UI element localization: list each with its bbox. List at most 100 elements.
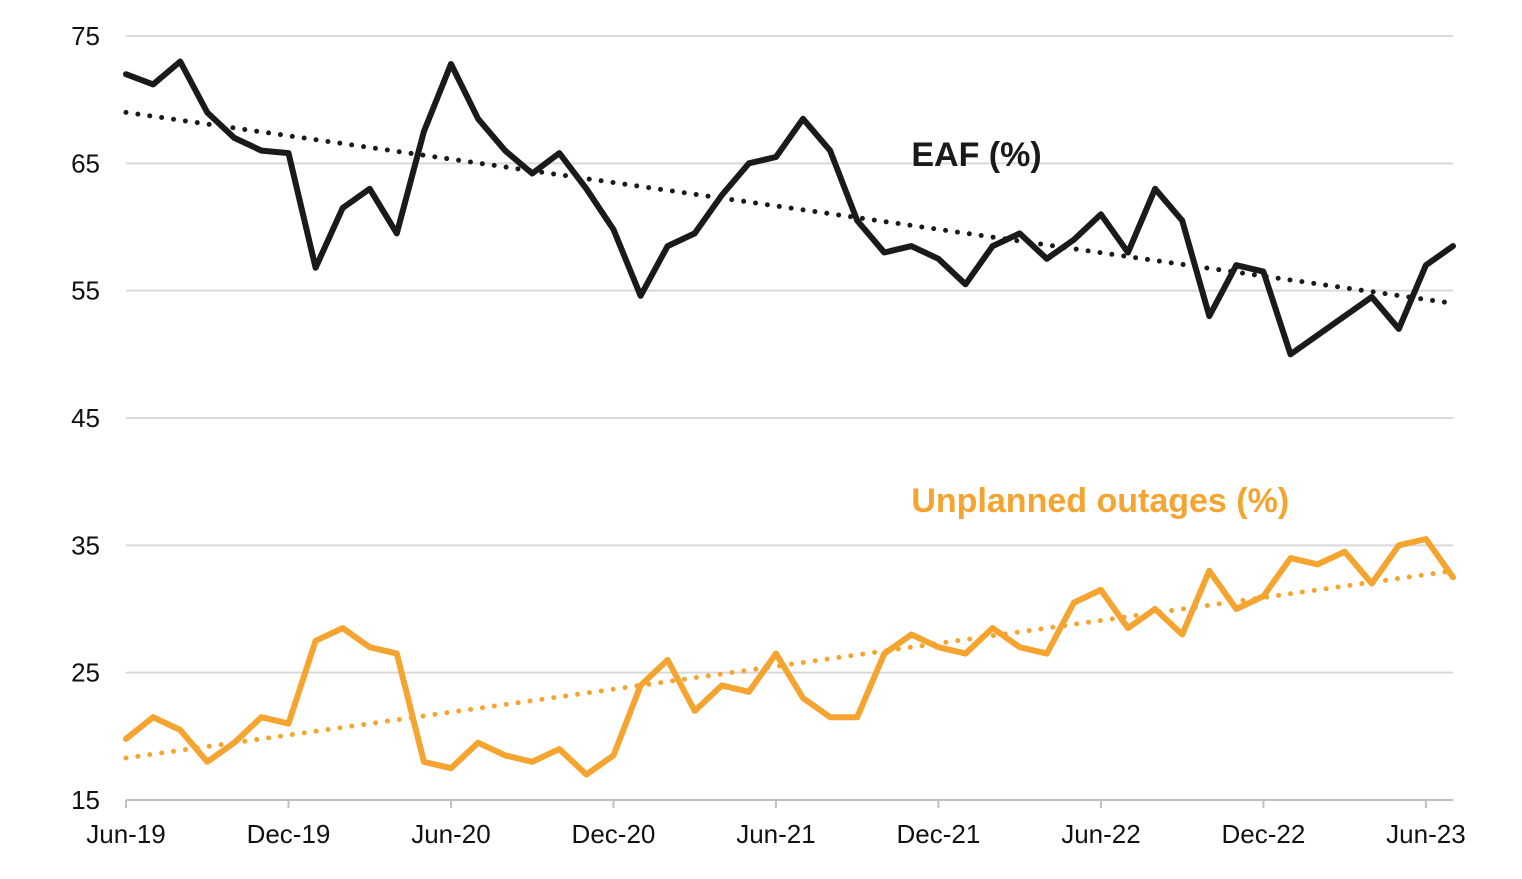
x-tick-label-Dec-22: Dec-22 xyxy=(1222,819,1306,849)
series-line-unplanned-outages-trend xyxy=(123,568,1456,761)
data-point-eaf xyxy=(231,135,237,141)
data-point-eaf xyxy=(1342,313,1348,319)
x-tick-label-Jun-22: Jun-22 xyxy=(1061,819,1141,849)
data-point-eaf xyxy=(854,218,860,224)
data-point-unplanned-outages xyxy=(665,657,671,663)
data-point-eaf xyxy=(1044,256,1050,262)
data-point-eaf xyxy=(1098,211,1104,217)
data-point-eaf xyxy=(258,148,265,154)
data-point-unplanned-outages xyxy=(150,714,156,720)
data-point-eaf xyxy=(935,256,942,262)
data-point-eaf xyxy=(1233,262,1239,268)
data-point-eaf xyxy=(1125,249,1131,256)
data-point-unplanned-outages xyxy=(962,650,969,657)
data-point-unplanned-outages xyxy=(285,721,292,727)
y-tick-label-55: 55 xyxy=(71,276,100,306)
data-point-unplanned-outages xyxy=(448,765,454,771)
y-tick-label-25: 25 xyxy=(71,658,100,688)
data-point-eaf xyxy=(800,116,806,122)
x-tick-label-Jun-20: Jun-20 xyxy=(411,819,491,849)
data-point-eaf xyxy=(990,243,996,249)
series-line-unplanned-outages xyxy=(123,536,1456,778)
data-point-eaf xyxy=(285,150,292,156)
data-point-unplanned-outages xyxy=(990,625,996,631)
data-point-eaf xyxy=(610,226,617,233)
data-point-eaf xyxy=(583,186,589,192)
data-point-eaf xyxy=(1179,218,1185,224)
data-point-eaf xyxy=(1369,294,1375,300)
data-point-eaf xyxy=(1152,186,1158,192)
x-tick-label-Jun-21: Jun-21 xyxy=(736,819,816,849)
data-point-eaf xyxy=(177,58,183,65)
data-point-unplanned-outages xyxy=(1206,568,1212,574)
data-point-eaf xyxy=(746,160,752,166)
data-point-eaf xyxy=(123,71,129,77)
y-tick-label-45: 45 xyxy=(71,403,100,433)
data-point-unplanned-outages xyxy=(421,759,427,765)
data-point-unplanned-outages xyxy=(1423,536,1429,542)
series-line-eaf xyxy=(123,58,1456,358)
data-point-eaf xyxy=(962,281,969,287)
data-point-unplanned-outages xyxy=(827,714,833,720)
x-tick-label-Jun-23: Jun-23 xyxy=(1386,819,1466,849)
data-point-unplanned-outages xyxy=(340,625,346,631)
data-point-unplanned-outages xyxy=(1342,549,1348,555)
data-point-eaf xyxy=(1423,262,1429,268)
data-point-eaf xyxy=(475,116,481,122)
data-point-unplanned-outages xyxy=(394,650,400,657)
data-point-unplanned-outages xyxy=(854,714,860,720)
data-point-unplanned-outages xyxy=(719,682,725,689)
data-point-eaf xyxy=(1206,313,1212,319)
data-point-eaf xyxy=(1017,230,1023,236)
data-point-unplanned-outages xyxy=(1287,555,1294,561)
data-point-eaf xyxy=(773,154,779,160)
y-tick-label-75: 75 xyxy=(71,21,100,51)
data-point-eaf xyxy=(1287,351,1294,357)
label-eaf: EAF (%) xyxy=(911,136,1041,174)
data-point-eaf xyxy=(421,128,427,135)
data-point-eaf xyxy=(827,148,833,154)
data-point-unplanned-outages xyxy=(475,740,481,746)
data-point-eaf xyxy=(1071,237,1077,243)
data-point-unplanned-outages xyxy=(123,736,129,742)
data-point-eaf xyxy=(1314,332,1321,338)
data-point-unplanned-outages xyxy=(204,759,210,765)
data-point-unplanned-outages xyxy=(1125,625,1131,631)
data-point-unplanned-outages xyxy=(746,689,752,695)
data-point-unplanned-outages xyxy=(1233,606,1239,612)
data-point-eaf xyxy=(394,230,400,236)
data-point-eaf xyxy=(1450,243,1456,249)
data-point-eaf xyxy=(340,205,346,211)
x-tick-label-Dec-21: Dec-21 xyxy=(897,819,981,849)
data-point-unplanned-outages xyxy=(1071,600,1077,606)
data-point-eaf xyxy=(665,243,671,249)
data-point-unplanned-outages xyxy=(1314,561,1321,568)
data-point-eaf xyxy=(692,230,698,236)
data-point-unplanned-outages xyxy=(1396,542,1402,548)
data-point-unplanned-outages xyxy=(529,759,535,765)
data-point-eaf xyxy=(448,61,454,67)
y-tick-label-65: 65 xyxy=(71,148,100,178)
data-point-eaf xyxy=(312,265,319,271)
x-tick-label-Dec-19: Dec-19 xyxy=(247,819,331,849)
axes: 15 25 35 45 55 65 75 Jun-19 Dec-19 Jun-20 Dec-20 Ju… xyxy=(71,21,1466,849)
series-line-eaf-trend xyxy=(123,109,1456,306)
data-point-unplanned-outages xyxy=(610,752,617,759)
data-point-unplanned-outages xyxy=(1152,606,1158,612)
label-unplanned-outages: Unplanned outages (%) xyxy=(911,482,1289,520)
y-tick-label-15: 15 xyxy=(71,785,100,815)
data-point-eaf xyxy=(908,243,914,249)
data-point-unplanned-outages xyxy=(312,638,319,644)
data-point-unplanned-outages xyxy=(1450,574,1456,580)
y-tick-label-35: 35 xyxy=(71,530,100,560)
series xyxy=(123,58,1456,778)
data-point-eaf xyxy=(367,186,373,192)
data-point-unplanned-outages xyxy=(177,727,183,733)
data-point-eaf xyxy=(556,150,562,156)
data-point-unplanned-outages xyxy=(908,631,914,638)
data-point-eaf xyxy=(1260,268,1267,275)
data-point-eaf xyxy=(881,249,887,256)
data-point-unplanned-outages xyxy=(1098,587,1104,593)
data-point-unplanned-outages xyxy=(692,708,698,714)
